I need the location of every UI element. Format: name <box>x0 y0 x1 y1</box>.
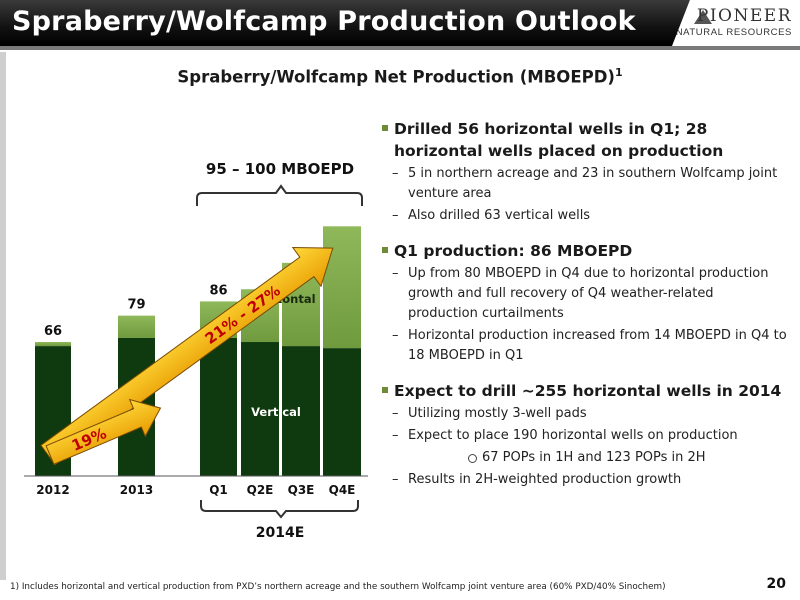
logo-subtitle: NATURAL RESOURCES <box>675 27 792 38</box>
x-tick-label-q2e: Q2E <box>247 483 274 497</box>
sub-bullet-pops: Expect to place 190 horizontal wells on … <box>382 426 787 446</box>
bullet-drilled: Drilled 56 horizontal wells in Q1; 28 ho… <box>382 118 787 162</box>
x-tick-label-q3e: Q3E <box>288 483 315 497</box>
bullet-group-2014: Expect to drill ~255 horizontal wells in… <box>382 380 787 490</box>
group-bracket <box>200 500 359 519</box>
logo-name: PIONEER <box>696 6 792 26</box>
sub-bullet-growth: Results in 2H-weighted production growth <box>382 470 787 490</box>
sub-bullet-acreage: 5 in northern acreage and 23 in southern… <box>382 164 787 204</box>
x-tick-label-2012: 2012 <box>36 483 69 497</box>
bar-horizontal-2012 <box>35 342 71 347</box>
bar-horizontal-2013 <box>118 315 155 338</box>
sub-sub-bullet-pops-split: 67 POPs in 1H and 123 POPs in 2H <box>382 448 787 468</box>
data-label-2013: 79 <box>127 298 145 313</box>
bullet-group-q1: Q1 production: 86 MBOEPD Up from 80 MBOE… <box>382 240 787 366</box>
range-label: 95 – 100 MBOEPD <box>206 160 354 178</box>
sub-bullet-vertical-wells: Also drilled 63 vertical wells <box>382 206 787 226</box>
bullet-group-drilled: Drilled 56 horizontal wells in Q1; 28 ho… <box>382 118 787 226</box>
bullet-drill-plan: Expect to drill ~255 horizontal wells in… <box>382 380 787 402</box>
series-label-vertical: Vertical <box>251 405 301 419</box>
header-divider <box>0 46 800 50</box>
bar-horizontal-q4e <box>323 226 361 349</box>
x-tick-label-q1: Q1 <box>209 483 228 497</box>
footnote: 1) Includes horizontal and vertical prod… <box>10 582 666 592</box>
bar-vertical-q2e <box>241 342 279 476</box>
sub-bullet-q4-comparison: Up from 80 MBOEPD in Q4 due to horizonta… <box>382 264 787 324</box>
header-bar: Spraberry/Wolfcamp Production Outlook PI… <box>0 0 800 46</box>
production-chart: 2012 2013 Q1 Q2E Q3E Q4E 66 79 86 95 – 100 MBOE… <box>24 160 368 541</box>
left-accent-bar <box>0 52 6 580</box>
x-tick-label-2013: 2013 <box>120 483 153 497</box>
range-bracket <box>196 184 363 206</box>
logo-mark-icon <box>694 10 712 24</box>
growth-arrow-short: 19% <box>45 398 162 465</box>
bullet-list: Drilled 56 horizontal wells in Q1; 28 ho… <box>382 118 787 504</box>
bar-vertical-q4e <box>323 348 361 476</box>
footnote-marker: 1 <box>614 66 623 79</box>
data-label-2012: 66 <box>44 324 62 339</box>
sub-bullet-horizontal-increase: Horizontal production increased from 14 … <box>382 326 787 366</box>
chart-title: Spraberry/Wolfcamp Net Production (MBOEP… <box>177 66 623 87</box>
group-label: 2014E <box>256 525 305 541</box>
x-tick-label-q4e: Q4E <box>329 483 356 497</box>
page-title: Spraberry/Wolfcamp Production Outlook <box>12 6 636 37</box>
bar-vertical-q1 <box>200 337 237 476</box>
company-logo: PIONEER NATURAL RESOURCES <box>672 0 800 46</box>
page-number: 20 <box>766 576 786 592</box>
bullet-q1-production: Q1 production: 86 MBOEPD <box>382 240 787 262</box>
sub-bullet-pads: Utilizing mostly 3-well pads <box>382 404 787 424</box>
data-label-q1: 86 <box>209 283 227 298</box>
bar-vertical-q3e <box>282 346 320 476</box>
